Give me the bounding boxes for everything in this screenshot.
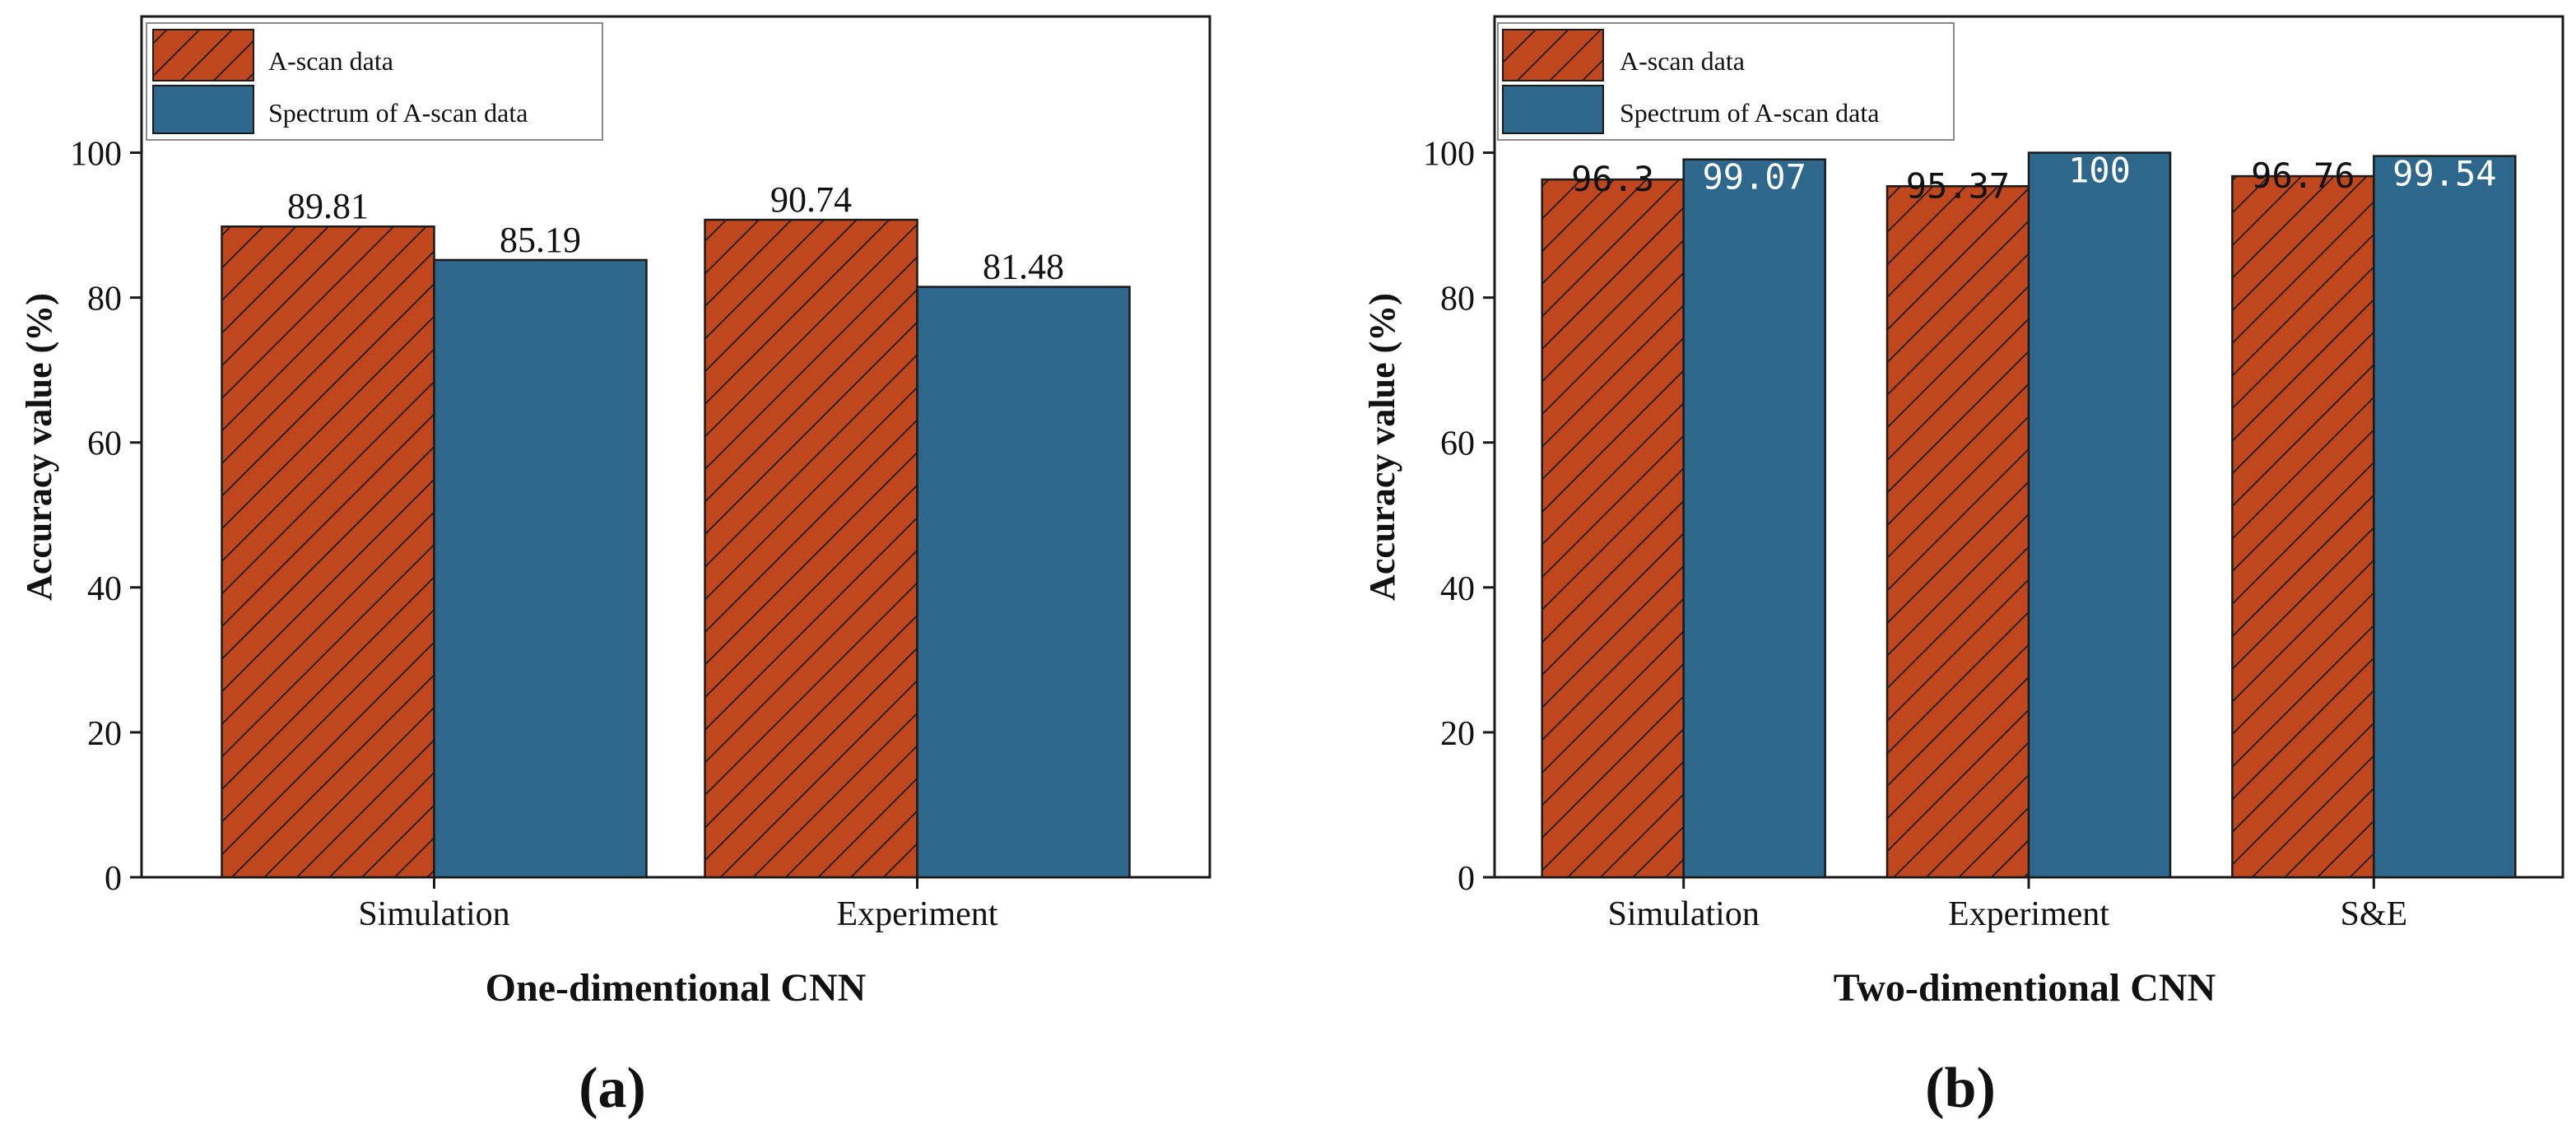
x-tick-label: S&E: [2340, 895, 2407, 933]
x-axis: Simulation Experiment S&E: [1607, 877, 2407, 933]
y-axis-title: Accuracy value (%): [19, 293, 59, 601]
bar-a-scan: [221, 225, 435, 879]
x-tick-label: Experiment: [1948, 895, 2109, 933]
legend: A-scan data Spectrum of A-scan data: [146, 22, 603, 141]
data-label-spectrum: 99.07: [1702, 157, 1806, 198]
bar-a-scan: [1886, 185, 2030, 879]
y-axis-title: Accuracy value (%): [1362, 293, 1402, 601]
bar-spectrum: [916, 286, 1131, 879]
bar-a-scan: [704, 218, 918, 879]
plot-frame: [140, 15, 1211, 879]
bar-spectrum: [2373, 155, 2517, 879]
legend-label-spectrum: Spectrum of A-scan data: [268, 98, 528, 128]
bar-spectrum: [433, 258, 648, 879]
legend-swatch-a-scan: [152, 29, 254, 81]
data-label-a-scan: 96.76: [2251, 156, 2355, 196]
y-tick-label: 100: [70, 136, 122, 174]
bar-spectrum: [1682, 158, 1826, 879]
y-tick-label: 60: [1440, 425, 1475, 463]
y-tick-label: 60: [87, 425, 122, 463]
y-tick-label: 20: [87, 715, 122, 753]
bar-a-scan: [2231, 174, 2375, 879]
y-tick-label: 20: [1440, 715, 1475, 753]
x-axis-title: One-dimentional CNN: [486, 966, 867, 1010]
legend: A-scan data Spectrum of A-scan data: [1497, 22, 1955, 141]
y-tick-label: 80: [87, 281, 122, 318]
legend-swatch-spectrum: [152, 85, 254, 134]
data-labels: 89.81 85.19 90.74 81.48: [287, 179, 1064, 287]
legend-label-a-scan: A-scan data: [268, 46, 393, 76]
bars: [1541, 151, 2517, 879]
y-tick-label: 40: [1440, 570, 1475, 608]
y-axis: 0 20 40 60 80 100: [1423, 136, 1495, 898]
data-label-spectrum: 81.48: [983, 247, 1064, 287]
data-label-a-scan: 96.3: [1571, 159, 1654, 199]
x-axis: Simulation Experiment: [358, 877, 998, 933]
panel-label-a: (a): [579, 1057, 646, 1120]
bar-a-scan: [1541, 178, 1685, 879]
data-label-spectrum: 85.19: [500, 220, 581, 260]
x-axis-title: Two-dimentional CNN: [1834, 966, 2216, 1010]
data-label-a-scan: 95.37: [1906, 165, 2010, 206]
chart-two-dimensional-cnn: 0 20 40 60 80 100 96.3 99.07 95.37 100 96.76 99.54…: [1362, 15, 2564, 1120]
legend-label-spectrum: Spectrum of A-scan data: [1620, 98, 1879, 128]
y-tick-label: 0: [1458, 860, 1475, 898]
data-label-a-scan: 90.74: [770, 179, 852, 220]
y-tick-label: 40: [87, 570, 122, 608]
legend-label-a-scan: A-scan data: [1620, 46, 1745, 76]
legend-swatch-a-scan: [1502, 29, 1604, 81]
data-label-spectrum: 100: [2068, 151, 2131, 191]
data-labels: 96.3 99.07 95.37 100 96.76 99.54: [1571, 151, 2496, 207]
bars: [221, 218, 1131, 879]
panel-label-b: (b): [1925, 1057, 1996, 1120]
data-label-a-scan: 89.81: [287, 186, 369, 226]
chart-one-dimensional-cnn: 0 20 40 60 80 100 89.81 85.19 90.74 81.48 Simula…: [19, 15, 1211, 1120]
y-tick-label: 80: [1440, 281, 1475, 318]
data-label-spectrum: 99.54: [2392, 154, 2496, 194]
y-axis: 0 20 40 60 80 100: [70, 136, 142, 898]
bar-spectrum: [2027, 151, 2172, 879]
y-tick-label: 0: [105, 860, 122, 898]
x-tick-label: Simulation: [1607, 895, 1759, 933]
x-tick-label: Simulation: [358, 895, 509, 933]
x-tick-label: Experiment: [837, 895, 998, 933]
y-tick-label: 100: [1423, 136, 1475, 174]
legend-swatch-spectrum: [1502, 85, 1604, 134]
